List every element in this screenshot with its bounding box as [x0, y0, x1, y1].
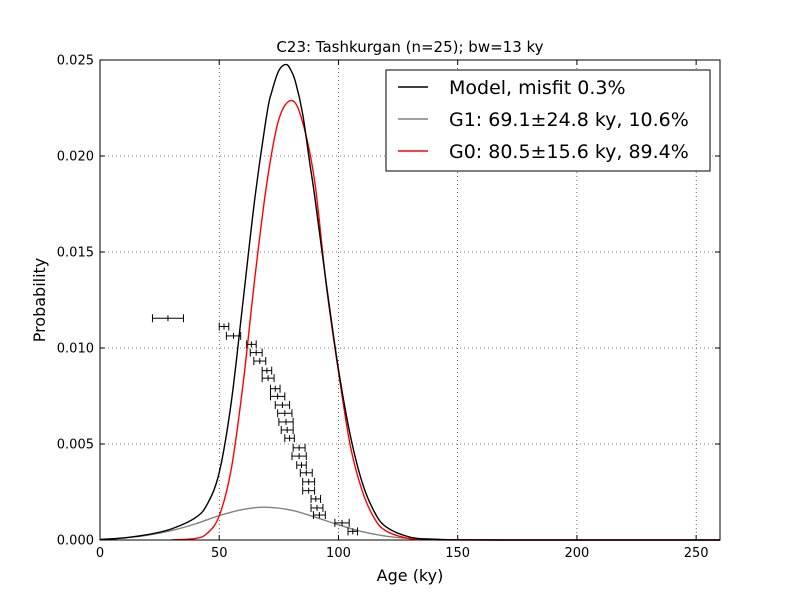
- error-bar: [261, 374, 275, 383]
- y-tick-label: 0.005: [57, 438, 94, 453]
- error-bar: [310, 503, 324, 512]
- x-tick-label: 200: [565, 546, 590, 561]
- error-bar: [277, 409, 293, 418]
- error-bar: [312, 511, 326, 520]
- error-bar: [261, 366, 273, 375]
- error-bar: [225, 331, 242, 340]
- error-bar: [253, 357, 267, 366]
- legend-label-2: G0: 80.5±15.6 ky, 89.4%: [449, 141, 689, 163]
- error-bar: [334, 518, 350, 527]
- error-bar: [218, 322, 230, 331]
- y-tick-label: 0.010: [57, 342, 94, 357]
- error-bar: [296, 461, 307, 470]
- error-bar: [246, 340, 257, 349]
- y-axis-label: Probability: [30, 258, 49, 343]
- x-tick-label: 100: [326, 546, 351, 561]
- error-bar: [270, 392, 286, 401]
- x-tick-label: 50: [211, 546, 228, 561]
- error-bar: [310, 494, 322, 503]
- error-bar: [151, 314, 184, 323]
- error-bar: [347, 527, 359, 536]
- error-bar: [280, 425, 294, 434]
- error-bar: [291, 452, 307, 461]
- series-line-0: [99, 63, 720, 541]
- x-tick-label: 250: [684, 546, 709, 561]
- x-axis-label: Age (ky): [377, 566, 444, 585]
- error-bar: [274, 401, 291, 410]
- error-bar: [249, 348, 263, 357]
- x-tick-label: 150: [445, 546, 470, 561]
- chart-title: C23: Tashkurgan (n=25); bw=13 ky: [276, 38, 543, 56]
- axis-ticks: 0 50 100 150 200 250 0.000 0.005 0.010 0.015 0.020…: [57, 54, 720, 561]
- y-tick-label: 0.000: [57, 534, 94, 549]
- legend-label-1: G1: 69.1±24.8 ky, 10.6%: [449, 109, 689, 131]
- error-bar: [299, 468, 313, 477]
- y-tick-label: 0.020: [57, 150, 94, 165]
- x-tick-label: 0: [96, 546, 104, 561]
- error-bar: [302, 486, 316, 495]
- legend: Model, misfit 0.3% G1: 69.1±24.8 ky, 10.6…: [385, 69, 711, 172]
- error-bar: [302, 477, 316, 486]
- error-bar: [270, 384, 281, 393]
- error-bar: [278, 417, 294, 426]
- legend-box: [385, 69, 711, 172]
- y-tick-label: 0.025: [57, 54, 94, 69]
- legend-label-0: Model, misfit 0.3%: [449, 77, 626, 99]
- axes-frame: [99, 59, 721, 541]
- error-bar: [284, 434, 295, 443]
- y-tick-label: 0.015: [57, 246, 94, 261]
- error-bar: [292, 443, 306, 452]
